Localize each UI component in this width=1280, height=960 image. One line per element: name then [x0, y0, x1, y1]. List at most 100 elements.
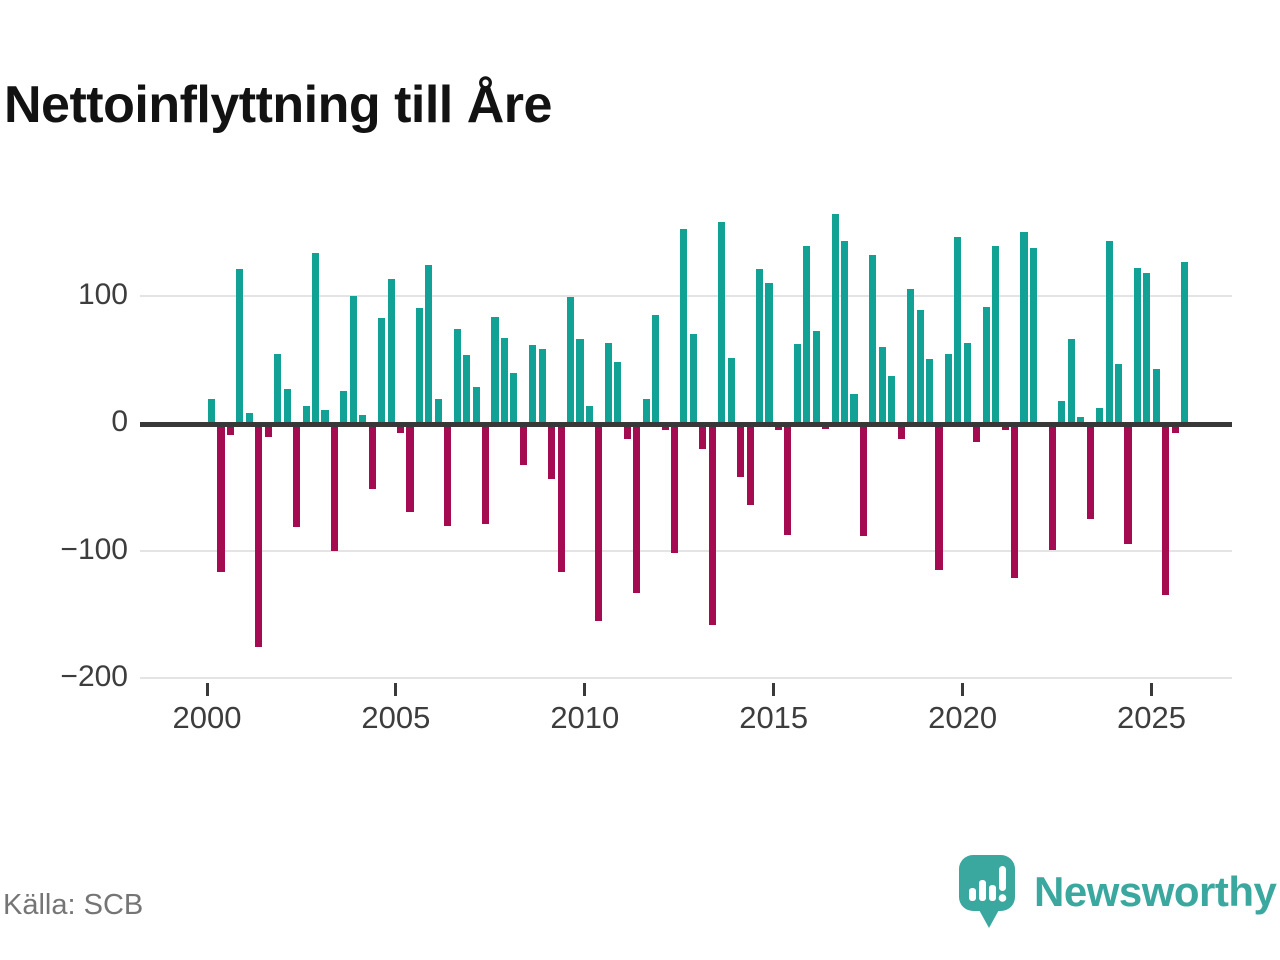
bar-2019-q2 [935, 425, 943, 571]
bar-2004-q3 [378, 318, 386, 423]
bar-2021-q2 [1011, 425, 1019, 578]
bar-2018-q4 [916, 309, 924, 423]
bar-2019-q4 [954, 236, 962, 423]
bar-2023-q1 [1077, 416, 1085, 423]
x-axis-tick-2015 [772, 683, 776, 696]
bar-2005-q1 [396, 425, 405, 433]
chart-title: Nettoinflyttning till Åre [4, 75, 552, 134]
bar-2013-q2 [708, 425, 716, 626]
bar-2011-q1 [623, 425, 631, 439]
bar-2008-q2 [519, 425, 527, 465]
bar-2018-q3 [907, 289, 915, 423]
bar-2009-q4 [576, 338, 584, 423]
bar-2003-q2 [330, 425, 338, 552]
bar-2005-q2 [406, 425, 414, 512]
bar-2017-q3 [869, 254, 877, 423]
bar-2014-q2 [746, 425, 754, 506]
bar-2018-q2 [897, 425, 905, 439]
bar-2013-q4 [727, 358, 735, 423]
gridline--100 [140, 549, 1232, 552]
bar-2006-q3 [453, 328, 461, 423]
bar-2020-q3 [982, 307, 990, 423]
bar-2012-q2 [670, 425, 679, 553]
y-axis-label--100: −100 [60, 532, 128, 566]
bar-2003-q1 [321, 410, 329, 424]
x-axis-tick-2010 [583, 683, 587, 696]
bar-2014-q3 [755, 268, 764, 423]
bar-2005-q3 [415, 308, 423, 423]
bar-2017-q1 [850, 393, 858, 423]
bar-2009-q2 [557, 425, 565, 572]
bar-2008-q1 [510, 373, 518, 423]
bar-2012-q1 [661, 425, 669, 431]
bar-2020-q4 [992, 245, 1000, 423]
bar-2010-q1 [585, 406, 594, 423]
x-axis-tick-2000 [205, 683, 209, 696]
newsworthy-brand: Newsworthy [958, 854, 1277, 930]
x-axis-label-2010: 2010 [550, 700, 620, 735]
x-axis-label-2005: 2005 [361, 700, 431, 735]
bar-2002-q1 [283, 388, 291, 423]
bar-2024-q3 [1133, 267, 1141, 423]
bar-2004-q4 [387, 278, 395, 423]
bar-2002-q3 [302, 406, 310, 423]
bar-2000-q2 [217, 425, 225, 572]
bar-2012-q3 [680, 229, 688, 423]
bar-2001-q2 [255, 425, 263, 647]
bar-2007-q4 [500, 337, 509, 423]
bar-2009-q3 [567, 296, 575, 423]
bar-2019-q1 [926, 359, 934, 423]
bar-2017-q4 [878, 346, 886, 423]
bar-2015-q4 [803, 245, 811, 423]
bar-2010-q2 [595, 425, 603, 622]
x-axis-tick-2020 [961, 683, 965, 696]
bar-2001-q3 [264, 425, 272, 437]
bar-2015-q1 [774, 425, 782, 431]
bar-2018-q1 [888, 375, 896, 423]
bar-2020-q1 [963, 342, 971, 423]
bar-2010-q4 [614, 361, 622, 423]
bar-2000-q1 [208, 398, 216, 423]
bar-2005-q4 [425, 264, 433, 423]
bar-2019-q3 [944, 354, 953, 423]
bar-2016-q4 [840, 240, 849, 423]
bar-2021-q1 [1001, 425, 1009, 431]
brand-name: Newsworthy [1034, 868, 1277, 915]
newsworthy-speech-bubble-barchart-icon [959, 855, 1015, 928]
bar-2002-q2 [293, 425, 301, 527]
bar-2025-q3 [1171, 425, 1179, 433]
gridline--200 [140, 677, 1232, 679]
x-axis-label-2000: 2000 [172, 700, 242, 735]
bar-2021-q3 [1020, 231, 1028, 424]
bar-2022-q2 [1048, 425, 1056, 550]
x-axis-label-2020: 2020 [928, 700, 998, 735]
bar-2008-q3 [529, 345, 537, 423]
bar-2010-q3 [604, 342, 612, 423]
bar-2013-q1 [699, 425, 707, 450]
bar-2001-q4 [274, 354, 282, 423]
bar-2022-q4 [1067, 338, 1075, 423]
x-axis-label-2015: 2015 [739, 700, 809, 735]
bar-2008-q4 [538, 349, 546, 423]
bar-2004-q2 [368, 425, 376, 489]
bar-2025-q4 [1181, 262, 1189, 423]
bar-2012-q4 [689, 333, 697, 424]
bar-2024-q2 [1124, 425, 1132, 544]
bar-2014-q1 [737, 425, 745, 478]
bar-2000-q3 [226, 425, 235, 436]
x-axis-tick-2005 [394, 683, 398, 696]
bar-2003-q4 [349, 295, 357, 423]
bar-2017-q2 [859, 425, 867, 536]
bar-2021-q4 [1029, 248, 1038, 423]
y-axis-label-0: 0 [111, 405, 128, 438]
bar-2025-q2 [1162, 425, 1170, 595]
bar-2020-q2 [973, 425, 981, 442]
y-axis-label-100: 100 [77, 277, 128, 311]
bar-2006-q1 [434, 398, 442, 423]
bar-2001-q1 [245, 412, 253, 423]
bar-2007-q2 [482, 425, 490, 525]
bar-2007-q3 [491, 317, 499, 423]
bar-2024-q4 [1143, 272, 1151, 423]
bar-2007-q1 [472, 387, 480, 423]
